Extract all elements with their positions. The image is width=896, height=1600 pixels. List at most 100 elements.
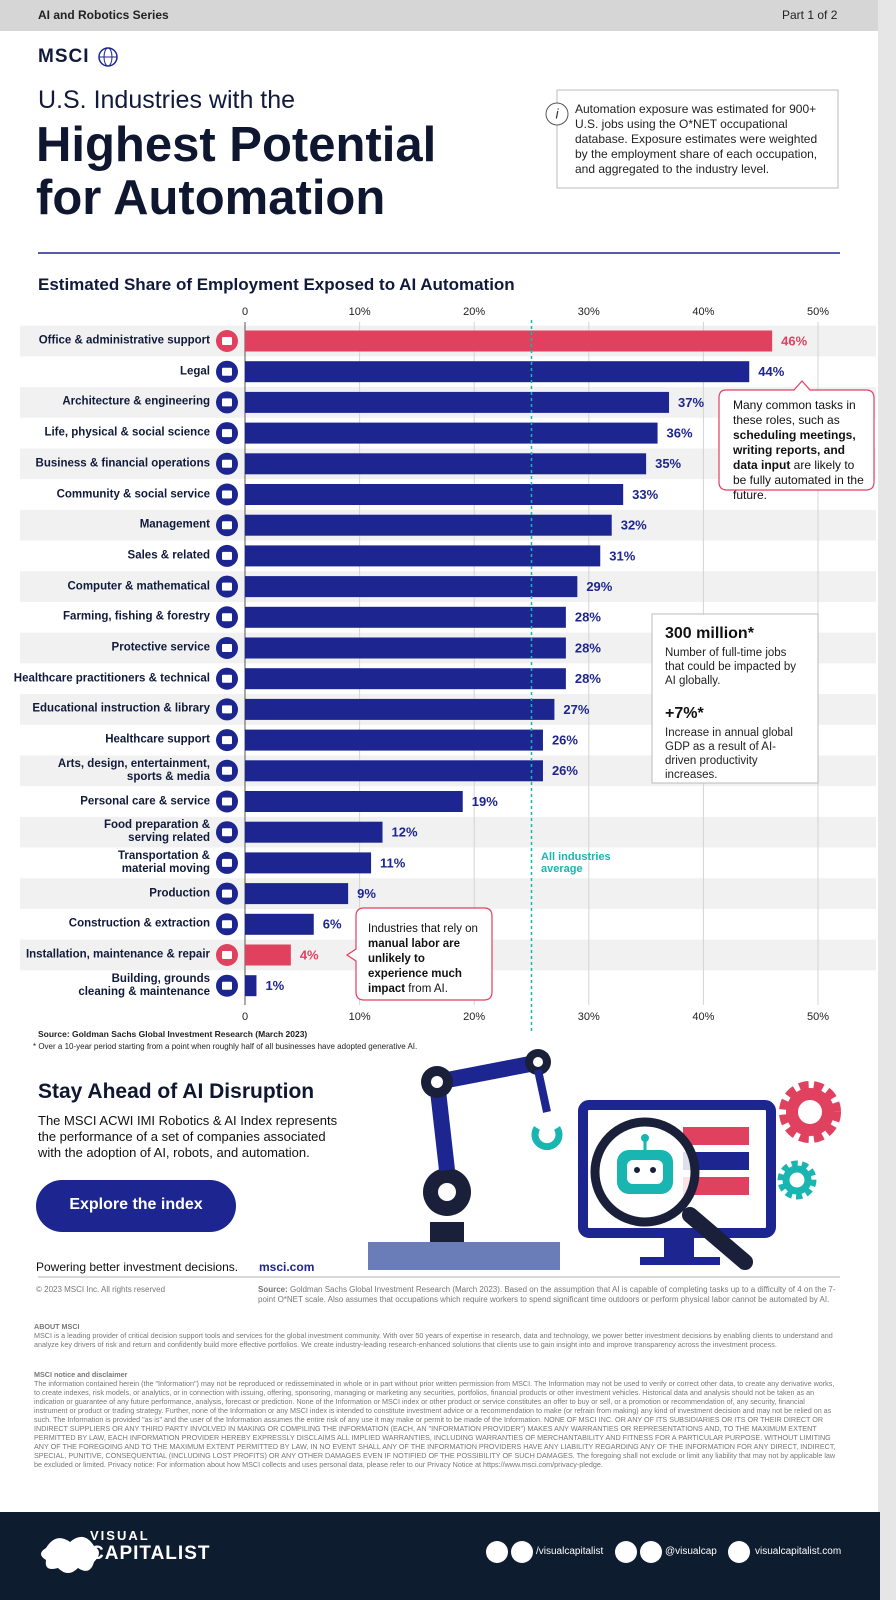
gear — [777, 1160, 817, 1200]
value-label: 28% — [575, 640, 601, 655]
callout-text: Industries that rely on manual labor are… — [368, 922, 486, 997]
bar — [245, 883, 349, 905]
brand: MSCI — [38, 46, 90, 67]
category-icon — [222, 766, 232, 775]
screen-bar — [683, 1127, 749, 1145]
category-icon — [222, 674, 232, 683]
title: Highest Potential — [36, 118, 437, 172]
callout-text: are likely to be fully automated in the … — [733, 458, 864, 502]
x-tick-label: 10% — [349, 306, 371, 318]
promo-source: Source: Goldman Sachs Global Investment … — [258, 1285, 838, 1305]
category-icon — [222, 459, 232, 468]
bar — [245, 330, 773, 352]
value-label: 31% — [609, 548, 635, 563]
info-icon: i — [555, 106, 559, 122]
notice-text: The information contained herein (the "I… — [34, 1379, 836, 1469]
social-handle[interactable]: @visualcap — [665, 1546, 717, 1557]
button-bg[interactable] — [36, 1180, 236, 1232]
gear — [779, 1081, 841, 1143]
gear — [782, 1165, 812, 1195]
robot-face — [627, 1160, 663, 1184]
callout-bold: manual labor are unlikely to experience … — [368, 938, 462, 995]
bar — [245, 606, 566, 628]
x-tick-label: 0 — [242, 1011, 248, 1023]
robot-arm — [430, 1222, 464, 1242]
value-label: 28% — [575, 610, 601, 625]
value-label: 19% — [472, 794, 498, 809]
category-label: Architecture & engineering — [62, 395, 210, 408]
category-icon — [222, 920, 232, 929]
button[interactable]: Explore the index — [69, 1196, 203, 1213]
bar — [245, 453, 647, 475]
x-tick-label: 20% — [463, 306, 485, 318]
x-tick-label: 50% — [807, 1011, 829, 1023]
x-tick-label: 40% — [692, 306, 714, 318]
site-link[interactable]: visualcapitalist.com — [755, 1546, 842, 1557]
category-label: Farming, fishing & forestry — [63, 610, 210, 623]
robot-joint — [533, 1057, 543, 1067]
social-icon[interactable] — [486, 1541, 508, 1563]
category-icon — [222, 828, 232, 837]
bar — [245, 576, 578, 598]
social-icon[interactable] — [640, 1541, 662, 1563]
category-icon — [222, 981, 232, 990]
bar — [245, 361, 750, 383]
stat-text: Number of full-time jobs that could be i… — [665, 647, 797, 687]
callout-bold: scheduling meetings, writing reports, an… — [733, 428, 856, 472]
callout-text: Many common tasks in these roles, such a… — [733, 398, 856, 427]
category-icon — [222, 429, 232, 438]
category-icon — [222, 521, 232, 530]
bar — [245, 637, 566, 659]
info-box — [556, 89, 839, 189]
social-handle[interactable]: /visualcapitalist — [536, 1546, 604, 1557]
category-label: Healthcare practitioners & technical — [13, 672, 210, 685]
x-tick-label: 40% — [692, 1011, 714, 1023]
x-tick-label: 30% — [578, 1011, 600, 1023]
category-label: Transportation & material moving — [117, 849, 210, 875]
monitor-stand — [640, 1257, 720, 1265]
value-label: 35% — [655, 456, 681, 471]
category-label: Management — [139, 518, 210, 531]
globe-icon — [103, 47, 113, 67]
x-tick-label: 30% — [578, 306, 600, 318]
value-label: 32% — [621, 518, 647, 533]
category-icon — [222, 889, 232, 898]
category-label: Arts, design, entertainment, sports & me… — [57, 757, 210, 783]
value-label: 4% — [300, 947, 319, 962]
category-label: Food preparation & serving related — [103, 819, 210, 845]
x-tick-label: 20% — [463, 1011, 485, 1023]
category-label: Protective service — [111, 641, 210, 654]
value-label: 11% — [380, 855, 406, 870]
value-label: 33% — [632, 487, 658, 502]
social-icon[interactable] — [511, 1541, 533, 1563]
value-label: 12% — [392, 825, 418, 840]
gear — [786, 1088, 834, 1136]
robot-claw — [531, 1126, 563, 1151]
value-label: 9% — [357, 886, 376, 901]
social-icon[interactable] — [728, 1541, 750, 1563]
value-label: 26% — [552, 763, 578, 778]
url[interactable]: msci.com — [259, 1260, 315, 1274]
callout-text: from AI. — [405, 983, 448, 995]
category-icon — [222, 337, 232, 345]
category-icon — [222, 797, 232, 806]
about-text: MSCI is a leading provider of critical d… — [34, 1331, 833, 1349]
page-shadow — [878, 0, 896, 1600]
callout-box — [345, 907, 493, 1001]
bar — [245, 760, 543, 782]
source-text: Goldman Sachs Global Investment Research… — [258, 1285, 836, 1304]
logo-text: CAPITALIST — [90, 1543, 211, 1564]
chart-title: Estimated Share of Employment Exposed to… — [38, 275, 515, 294]
x-tick-label: 50% — [807, 306, 829, 318]
bar — [245, 821, 383, 843]
category-icon — [222, 705, 232, 714]
bar — [245, 422, 658, 444]
category-label: Office & administrative support — [38, 334, 210, 347]
category-label: Business & financial operations — [35, 457, 210, 470]
part-label: Part 1 of 2 — [782, 8, 838, 22]
bar — [245, 484, 624, 505]
social-icon[interactable] — [615, 1541, 637, 1563]
bar — [245, 668, 566, 690]
category-icon — [222, 858, 232, 867]
